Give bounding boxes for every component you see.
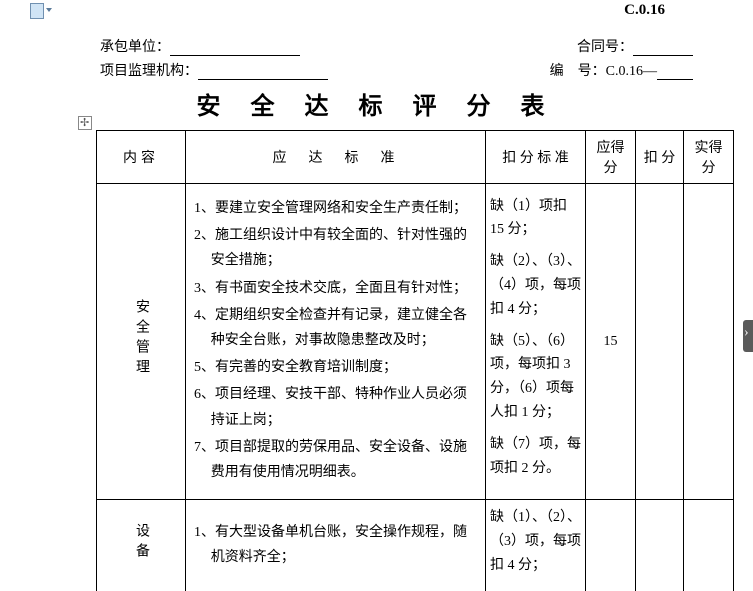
doc-icon[interactable] — [30, 3, 44, 19]
sub-score-cell[interactable] — [636, 184, 684, 500]
criteria-item: 2、施工组织设计中有较全面的、针对性强的安全措施； — [194, 223, 477, 273]
table-row: 安全管理 1、要建立安全管理网络和安全生产责任制； 2、施工组织设计中有较全面的… — [97, 184, 734, 500]
col-full: 应得分 — [586, 131, 636, 184]
full-score-cell: 15 — [586, 184, 636, 500]
sub-score-cell[interactable] — [636, 500, 684, 591]
document-title: 安 全 达 标 评 分 表 — [0, 86, 753, 121]
supervisor-field: 项目监理机构： — [100, 60, 328, 80]
table-row: 设备 1、有大型设备单机台账，安全操作规程，随机资料齐全； 缺（1）、（2）、（… — [97, 500, 734, 591]
serial-input[interactable] — [657, 64, 693, 80]
col-deduction: 扣 分 标 准 — [486, 131, 586, 184]
deduction-item: 缺（2）、（3）、（4）项，每项扣 4 分； — [490, 250, 581, 321]
page-code: C.0.16 — [624, 2, 665, 19]
criteria-item: 7、项目部提取的劳保用品、安全设备、设施费用有使用情况明细表。 — [194, 435, 477, 485]
category-cell: 设备 — [97, 500, 186, 591]
contractor-label: 承包单位： — [100, 40, 170, 55]
contractor-input[interactable] — [170, 40, 300, 56]
category-label: 设备 — [131, 523, 151, 563]
criteria-item: 3、有书面安全技术交底，全面且有针对性； — [194, 276, 477, 301]
supervisor-input[interactable] — [198, 64, 328, 80]
contract-no-field: 合同号： — [577, 36, 693, 56]
deduction-item: 缺（5）、（6）项，每项扣 3 分，（6）项每人扣 1 分； — [490, 330, 581, 425]
table-move-handle-icon[interactable] — [78, 116, 92, 130]
contractor-field: 承包单位： — [100, 36, 300, 56]
actual-score-cell[interactable] — [684, 184, 734, 500]
col-standard: 应 达 标 准 — [186, 131, 486, 184]
deduction-item: 缺（7）项，每项扣 2 分。 — [490, 433, 581, 481]
serial-field: 编 号：C.0.16— — [550, 60, 693, 80]
serial-prefix: C.0.16— — [606, 64, 657, 79]
criteria-cell: 1、有大型设备单机台账，安全操作规程，随机资料齐全； — [186, 500, 486, 591]
criteria-item: 6、项目经理、安技干部、特种作业人员必须持证上岗； — [194, 382, 477, 432]
criteria-item: 4、定期组织安全检查并有记录，建立健全各种安全台账，对事故隐患整改及时； — [194, 303, 477, 353]
criteria-cell: 1、要建立安全管理网络和安全生产责任制； 2、施工组织设计中有较全面的、针对性强… — [186, 184, 486, 500]
col-sub: 扣 分 — [636, 131, 684, 184]
form-header: 承包单位： 合同号： 项目监理机构： 编 号：C.0.16— — [100, 36, 693, 84]
deduction-item: 缺（1）、（2）、（3）项，每项扣 4 分； — [490, 506, 581, 577]
col-category: 内容 — [97, 131, 186, 184]
deduction-cell: 缺（1）项扣 15 分； 缺（2）、（3）、（4）项，每项扣 4 分； 缺（5）… — [486, 184, 586, 500]
deduction-cell: 缺（1）、（2）、（3）项，每项扣 4 分； — [486, 500, 586, 591]
full-score-cell — [586, 500, 636, 591]
actual-score-cell[interactable] — [684, 500, 734, 591]
score-table: 内容 应 达 标 准 扣 分 标 准 应得分 扣 分 实得分 安全管理 1、要建… — [96, 130, 734, 591]
contract-no-label: 合同号： — [577, 40, 633, 55]
category-cell: 安全管理 — [97, 184, 186, 500]
serial-label: 编 号： — [550, 64, 606, 79]
criteria-list: 1、要建立安全管理网络和安全生产责任制； 2、施工组织设计中有较全面的、针对性强… — [190, 190, 481, 493]
deduction-item: 缺（1）项扣 15 分； — [490, 195, 581, 243]
criteria-item: 1、要建立安全管理网络和安全生产责任制； — [194, 196, 477, 221]
col-actual: 实得分 — [684, 131, 734, 184]
supervisor-label: 项目监理机构： — [100, 64, 198, 79]
expand-tab-icon[interactable] — [743, 320, 753, 352]
table-header-row: 内容 应 达 标 准 扣 分 标 准 应得分 扣 分 实得分 — [97, 131, 734, 184]
category-label: 安全管理 — [131, 299, 151, 379]
criteria-item: 1、有大型设备单机台账，安全操作规程，随机资料齐全； — [194, 520, 477, 570]
contract-no-input[interactable] — [633, 40, 693, 56]
criteria-item: 5、有完善的安全教育培训制度； — [194, 355, 477, 380]
